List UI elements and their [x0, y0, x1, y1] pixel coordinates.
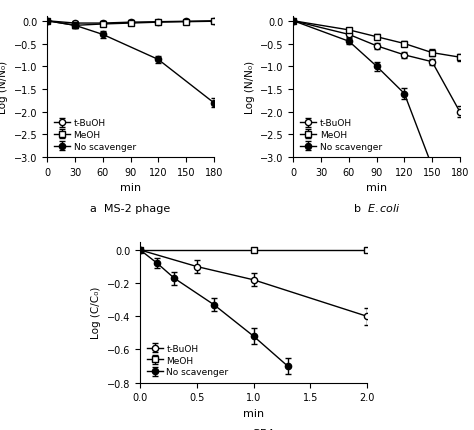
Y-axis label: Log (N/N₀): Log (N/N₀) — [245, 61, 255, 114]
Y-axis label: Log (C/C₀): Log (C/C₀) — [91, 286, 101, 338]
Title: c  pCBA: c pCBA — [232, 428, 275, 430]
X-axis label: min: min — [366, 183, 387, 193]
Title: b  $\it{E. coli}$: b $\it{E. coli}$ — [353, 201, 401, 213]
X-axis label: min: min — [120, 183, 141, 193]
Y-axis label: Log (N/N₀): Log (N/N₀) — [0, 61, 9, 114]
X-axis label: min: min — [243, 408, 264, 418]
Legend: t-BuOH, MeOH, No scavenger: t-BuOH, MeOH, No scavenger — [298, 117, 383, 153]
Title: a  MS-2 phage: a MS-2 phage — [91, 203, 171, 213]
Legend: t-BuOH, MeOH, No scavenger: t-BuOH, MeOH, No scavenger — [145, 342, 230, 378]
Legend: t-BuOH, MeOH, No scavenger: t-BuOH, MeOH, No scavenger — [52, 117, 137, 153]
